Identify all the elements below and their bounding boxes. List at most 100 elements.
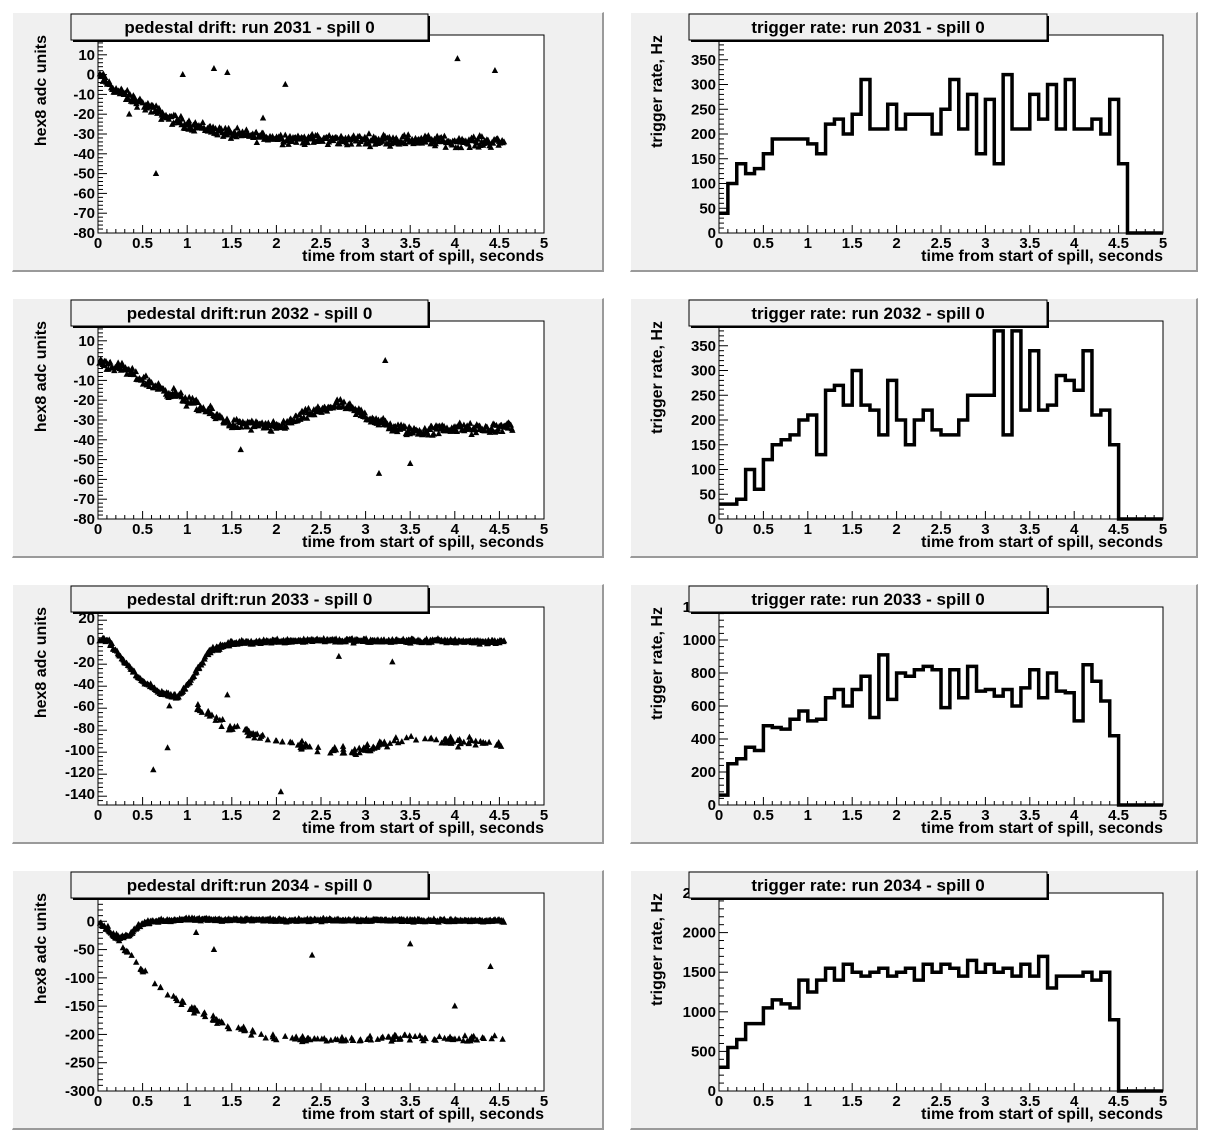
data-point bbox=[190, 673, 198, 680]
data-point bbox=[461, 1032, 469, 1039]
data-point bbox=[299, 1034, 307, 1041]
y-tick-label: -120 bbox=[65, 764, 95, 781]
x-tick-label: 2.5 bbox=[311, 235, 332, 252]
data-point bbox=[242, 726, 249, 733]
data-point bbox=[151, 980, 159, 987]
data-point bbox=[433, 736, 440, 743]
data-point bbox=[178, 1001, 185, 1008]
data-point bbox=[264, 736, 272, 743]
y-tick-label: -40 bbox=[73, 432, 95, 449]
data-point bbox=[421, 735, 429, 742]
pedestal-2033-panel: 0 0.5 1 1.5 2 2.5 3 3.5 4 4.5 5 -140 -120 -100 -80 -60 -… bbox=[12, 584, 604, 844]
data-point bbox=[234, 124, 241, 131]
data-point bbox=[442, 739, 450, 746]
x-tick-label: 2.5 bbox=[931, 807, 952, 824]
data-point bbox=[327, 1036, 335, 1043]
data-point bbox=[279, 738, 286, 745]
data-point bbox=[210, 1012, 217, 1019]
y-tick-label: 0 bbox=[87, 67, 95, 84]
x-tick-label: 2.5 bbox=[311, 807, 332, 824]
data-point bbox=[448, 141, 456, 148]
data-point bbox=[468, 737, 475, 744]
data-point bbox=[170, 119, 177, 126]
x-tick-label: 0.5 bbox=[132, 235, 153, 252]
x-tick-label: 1.5 bbox=[842, 235, 863, 252]
x-tick-label: 4.5 bbox=[489, 807, 510, 824]
y-tick-label: -80 bbox=[73, 720, 95, 737]
y-tick-label: -50 bbox=[73, 942, 95, 959]
x-tick-label: 1.5 bbox=[221, 807, 242, 824]
data-point bbox=[454, 736, 461, 743]
x-tick-label: 2.5 bbox=[931, 521, 952, 538]
x-tick-label: 4 bbox=[1070, 1093, 1079, 1110]
outlier-point bbox=[166, 702, 173, 709]
data-point bbox=[146, 383, 153, 390]
plot-frame bbox=[97, 892, 545, 1092]
x-tick-label: 5 bbox=[1159, 1093, 1167, 1110]
y-tick-label: -10 bbox=[73, 372, 95, 389]
y-tick-label: 20 bbox=[78, 610, 95, 627]
data-point bbox=[104, 922, 112, 929]
x-tick-label: 4 bbox=[451, 807, 460, 824]
plot-frame bbox=[718, 892, 1164, 1092]
outlier-point bbox=[407, 940, 414, 947]
y-tick-label: -20 bbox=[73, 106, 95, 123]
pedestal-2034-panel: 0 0.5 1 1.5 2 2.5 3 3.5 4 4.5 5 -300 -250 -200 -150 -10… bbox=[12, 870, 604, 1130]
x-tick-label: 1 bbox=[183, 1093, 191, 1110]
outlier-point bbox=[451, 1002, 458, 1009]
x-tick-label: 3.5 bbox=[1019, 807, 1040, 824]
chart-title: trigger rate: run 2033 - spill 0 bbox=[751, 590, 984, 609]
x-tick-label: 0 bbox=[715, 521, 723, 538]
y-axis-title: hex8 adc units bbox=[33, 893, 50, 1004]
data-point bbox=[283, 423, 290, 430]
y-tick-label: -70 bbox=[73, 491, 95, 508]
data-point bbox=[472, 741, 479, 748]
trigger-2032-chart: 0 0.5 1 1.5 2 2.5 3 3.5 4 4.5 50501001502002503003… bbox=[649, 299, 1167, 551]
y-tick-label: 250 bbox=[691, 101, 716, 118]
x-axis-title: time from start of spill, seconds bbox=[302, 248, 544, 265]
data-point bbox=[451, 1035, 459, 1042]
x-tick-label: 3.5 bbox=[1019, 521, 1040, 538]
data-layer bbox=[96, 356, 516, 476]
data-point bbox=[157, 984, 164, 991]
x-tick-label: 2 bbox=[272, 235, 280, 252]
data-point bbox=[124, 94, 132, 101]
y-tick-label: -250 bbox=[65, 1055, 95, 1072]
x-tick-label: 3 bbox=[981, 521, 989, 538]
x-axis-title: time from start of spill, seconds bbox=[921, 534, 1163, 551]
x-tick-label: 2.5 bbox=[931, 235, 952, 252]
x-tick-label: 4.5 bbox=[489, 521, 510, 538]
y-tick-label: -70 bbox=[73, 205, 95, 222]
title-box bbox=[688, 871, 1048, 899]
data-point bbox=[142, 372, 150, 379]
x-tick-label: 0 bbox=[94, 235, 102, 252]
data-point bbox=[139, 99, 147, 106]
title-box bbox=[688, 299, 1048, 327]
y-tick-label: 100 bbox=[691, 176, 716, 193]
trigger-2034-panel: 00.511.522.533.544.550500100015002000250… bbox=[630, 870, 1198, 1130]
y-tick-label: -100 bbox=[65, 742, 95, 759]
x-tick-label: 0.5 bbox=[753, 807, 774, 824]
data-point bbox=[204, 707, 212, 714]
histogram-line bbox=[719, 72, 1163, 235]
y-tick-label: 0 bbox=[87, 632, 95, 649]
data-point bbox=[244, 423, 251, 430]
data-point bbox=[499, 428, 506, 435]
y-tick-label: -40 bbox=[73, 676, 95, 693]
x-tick-label: 1.5 bbox=[842, 521, 863, 538]
y-tick-label: 200 bbox=[691, 412, 716, 429]
data-point bbox=[472, 429, 480, 436]
data-point bbox=[199, 118, 206, 125]
data-point bbox=[455, 1035, 463, 1042]
y-tick-label: 300 bbox=[691, 77, 716, 94]
data-point bbox=[457, 144, 465, 151]
y-tick-label: 1000 bbox=[683, 1004, 716, 1021]
data-point bbox=[385, 1033, 392, 1040]
data-point bbox=[504, 424, 512, 431]
histogram-line bbox=[719, 954, 1163, 1093]
x-tick-label: 0 bbox=[715, 235, 723, 252]
data-point bbox=[497, 742, 505, 749]
data-point bbox=[488, 1035, 495, 1042]
pedestal-2032-chart: 0 0.5 1 1.5 2 2.5 3 3.5 4 4.5 5 -80 -70 -60 -50 -40 -30 -… bbox=[33, 299, 548, 551]
data-point bbox=[356, 1037, 363, 1044]
